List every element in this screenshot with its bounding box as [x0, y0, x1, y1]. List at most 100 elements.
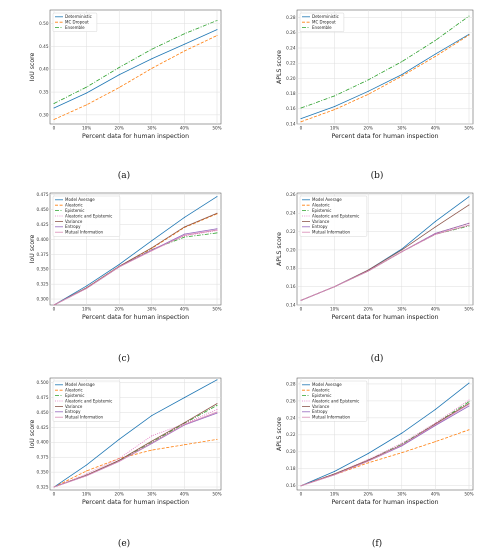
chart-panel-0: 0.30 0.35 0.40 0.45 0.50 0 10% 20% 30% 40% 50% Perc…: [29, 9, 222, 181]
data-point: [216, 412, 218, 414]
x-tick-label: 10%: [330, 307, 339, 312]
data-point: [300, 299, 302, 301]
legend-entry: Variance: [65, 219, 83, 224]
data-point: [434, 39, 436, 41]
y-tick-label: 0.26: [286, 398, 296, 403]
data-point: [216, 228, 218, 230]
x-tick-label: 0: [53, 307, 56, 312]
data-point: [183, 50, 185, 52]
y-tick-label: 0.22: [286, 229, 296, 234]
data-point: [468, 402, 470, 404]
data-point: [434, 424, 436, 426]
data-point: [183, 226, 185, 228]
data-point: [334, 286, 336, 288]
data-point: [367, 270, 369, 272]
legend-entry: Ensemble: [312, 25, 332, 30]
x-axis-label: Percent data for human inspection: [82, 314, 189, 321]
x-tick-label: 0: [53, 492, 56, 497]
data-point: [216, 409, 218, 411]
y-tick-label: 0.425: [37, 425, 49, 430]
x-tick-label: 30%: [397, 307, 406, 312]
y-tick-label: 0.50: [39, 21, 49, 26]
data-point: [401, 75, 403, 77]
x-tick-label: 20%: [115, 492, 124, 497]
x-tick-label: 30%: [397, 126, 406, 131]
series-line-deterministic: [53, 29, 218, 109]
y-axis-label: IoU score: [29, 419, 36, 448]
x-tick-label: 0: [300, 307, 303, 312]
data-point: [434, 226, 436, 228]
legend-entry: Deterministic: [65, 14, 92, 19]
legend-entry: Aleatoric and Epistemic: [65, 213, 112, 218]
y-tick-label: 0.325: [37, 484, 49, 489]
y-axis-label: APLS score: [276, 417, 283, 451]
legend-entry: Ensemble: [65, 25, 85, 30]
data-point: [183, 33, 185, 35]
data-point: [401, 452, 403, 454]
x-tick-label: 10%: [82, 492, 91, 497]
y-tick-label: 0.20: [286, 247, 296, 252]
x-tick-label: 30%: [147, 307, 156, 312]
y-tick-label: 0.24: [286, 415, 296, 420]
y-tick-label: 0.22: [286, 432, 296, 437]
series-line-epistemic: [53, 405, 218, 488]
data-point: [300, 485, 302, 487]
legend-entry: Mutual Information: [65, 230, 104, 235]
y-tick-label: 0.475: [37, 395, 49, 400]
legend-entry: Entropy: [65, 409, 81, 414]
data-point: [434, 53, 436, 55]
x-tick-label: 0: [300, 126, 303, 131]
series-line-model-average: [300, 382, 470, 487]
series-line-mutual-information: [53, 229, 218, 306]
data-point: [334, 473, 336, 475]
legend: [52, 12, 98, 32]
legend-entry: Variance: [312, 404, 330, 409]
y-axis-label: IoU score: [29, 234, 36, 263]
legend-entry: Deterministic: [312, 14, 339, 19]
legend-entry: Entropy: [65, 224, 81, 229]
data-point: [401, 249, 403, 251]
y-tick-label: 0.20: [286, 449, 296, 454]
x-tick-label: 10%: [82, 307, 91, 312]
y-tick-label: 0.450: [37, 410, 49, 415]
series-line-mutual-information: [300, 224, 470, 301]
legend-entry: MC Dropout: [65, 20, 89, 25]
x-tick-label: 0: [300, 492, 303, 497]
data-point: [334, 95, 336, 97]
data-point: [183, 422, 185, 424]
data-point: [151, 247, 153, 249]
legend-entry: Entropy: [312, 409, 328, 414]
x-tick-label: 0: [53, 126, 56, 131]
y-tick-label: 0.20: [286, 76, 296, 81]
data-point: [434, 233, 436, 235]
data-point: [118, 457, 120, 459]
legend-entry: Aleatoric and Epistemic: [312, 213, 359, 218]
data-point: [401, 432, 403, 434]
data-point: [86, 287, 88, 289]
x-axis-label: Percent data for human inspection: [82, 133, 189, 140]
y-tick-label: 0.22: [286, 61, 296, 66]
series-line-aleatoric-and-epistemic: [53, 409, 218, 488]
legend-entry: Variance: [312, 219, 330, 224]
data-point: [468, 405, 470, 407]
data-point: [151, 67, 153, 69]
x-axis-label: Percent data for human inspection: [331, 133, 438, 140]
data-point: [86, 475, 88, 477]
y-tick-label: 0.400: [37, 440, 49, 445]
legend-entry: Aleatoric: [312, 203, 330, 208]
y-tick-label: 0.45: [39, 44, 49, 49]
legend-entry: Epistemic: [65, 208, 85, 213]
data-point: [216, 196, 218, 198]
x-tick-label: 50%: [464, 492, 473, 497]
x-tick-label: 30%: [397, 492, 406, 497]
y-tick-label: 0.24: [286, 211, 296, 216]
data-point: [468, 224, 470, 226]
x-tick-label: 40%: [431, 492, 440, 497]
y-tick-label: 0.350: [37, 267, 49, 272]
panel-label: (a): [118, 170, 130, 181]
panel-label: (f): [372, 538, 382, 549]
x-tick-label: 40%: [180, 492, 189, 497]
panel-label: (d): [371, 353, 384, 364]
data-point: [367, 460, 369, 462]
data-point: [401, 61, 403, 63]
